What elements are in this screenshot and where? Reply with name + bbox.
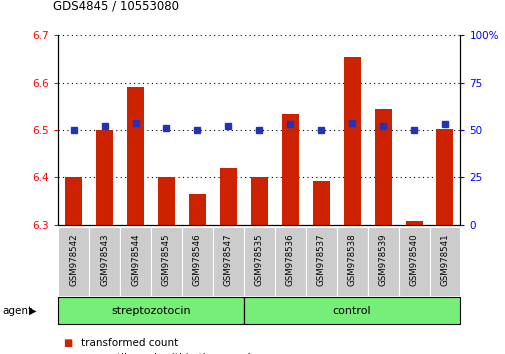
Bar xyxy=(250,177,267,225)
Text: GSM978536: GSM978536 xyxy=(285,233,294,286)
Text: agent: agent xyxy=(3,306,33,316)
Bar xyxy=(243,227,274,296)
Bar xyxy=(374,109,391,225)
Bar xyxy=(429,227,460,296)
Bar xyxy=(312,181,329,225)
Text: GSM978535: GSM978535 xyxy=(255,233,263,286)
Bar xyxy=(188,194,206,225)
Bar xyxy=(305,227,336,296)
Text: ■: ■ xyxy=(63,338,72,348)
Bar xyxy=(58,227,89,296)
Text: GSM978537: GSM978537 xyxy=(316,233,325,286)
Bar xyxy=(436,129,452,225)
Bar xyxy=(65,177,82,225)
Text: percentile rank within the sample: percentile rank within the sample xyxy=(81,353,257,354)
Text: GSM978546: GSM978546 xyxy=(192,233,201,286)
Bar xyxy=(336,227,367,296)
Bar xyxy=(398,227,429,296)
Text: streptozotocin: streptozotocin xyxy=(111,306,190,316)
Bar xyxy=(343,57,360,225)
Bar xyxy=(243,297,460,324)
Text: ▶: ▶ xyxy=(29,306,36,316)
Text: control: control xyxy=(332,306,371,316)
Bar xyxy=(405,221,422,225)
Text: GSM978547: GSM978547 xyxy=(223,233,232,286)
Text: GSM978539: GSM978539 xyxy=(378,233,387,286)
Text: GDS4845 / 10553080: GDS4845 / 10553080 xyxy=(53,0,179,12)
Text: GSM978540: GSM978540 xyxy=(409,233,418,286)
Bar xyxy=(150,227,182,296)
Bar xyxy=(127,87,144,225)
Bar xyxy=(58,297,243,324)
Bar xyxy=(182,227,213,296)
Bar xyxy=(120,227,150,296)
Text: GSM978538: GSM978538 xyxy=(347,233,356,286)
Bar xyxy=(158,177,175,225)
Text: GSM978543: GSM978543 xyxy=(100,233,109,286)
Text: ■: ■ xyxy=(63,353,72,354)
Bar xyxy=(274,227,305,296)
Text: transformed count: transformed count xyxy=(81,338,178,348)
Bar xyxy=(89,227,120,296)
Text: GSM978544: GSM978544 xyxy=(131,233,140,286)
Bar xyxy=(220,168,236,225)
Bar xyxy=(281,114,298,225)
Bar xyxy=(96,130,113,225)
Bar xyxy=(213,227,243,296)
Bar xyxy=(367,227,398,296)
Text: GSM978541: GSM978541 xyxy=(440,233,448,286)
Text: GSM978545: GSM978545 xyxy=(162,233,171,286)
Text: GSM978542: GSM978542 xyxy=(69,233,78,286)
